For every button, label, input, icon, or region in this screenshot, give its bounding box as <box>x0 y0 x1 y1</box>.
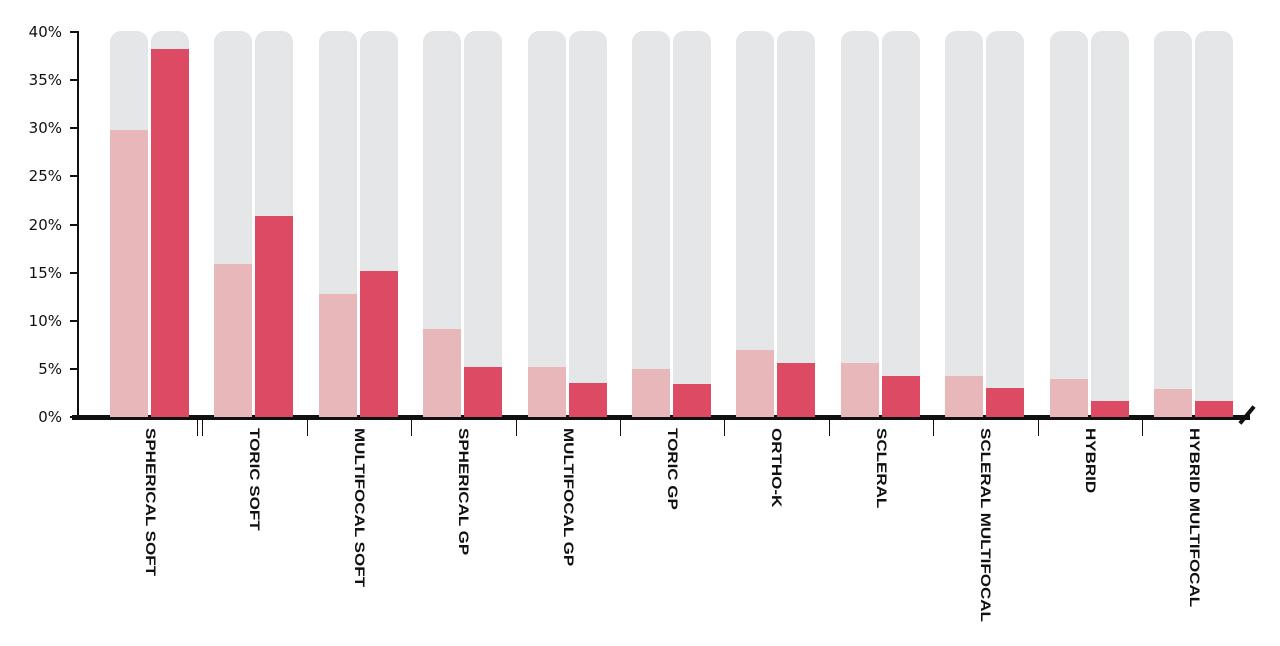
category-label: MULTIFOCAL SOFT <box>351 428 367 587</box>
y-tick-label: 5% <box>38 359 62 378</box>
bar-series-2 <box>359 270 398 417</box>
bar-series-1 <box>423 329 462 417</box>
bar-background <box>568 31 607 417</box>
y-tick-label: 0% <box>38 408 62 426</box>
category-separator <box>515 418 517 436</box>
bar-background <box>214 31 253 417</box>
bar-background <box>1154 31 1192 417</box>
bar-background <box>840 31 879 417</box>
bar-series-2 <box>464 366 503 417</box>
bar-background <box>1195 31 1233 417</box>
bar-series-2 <box>151 49 189 417</box>
category-label: TORIC GP <box>664 428 681 510</box>
y-tick-mark <box>70 223 79 226</box>
bar-series-2 <box>777 363 816 417</box>
category-label: SCLERAL MULTIFOCAL <box>977 428 994 622</box>
bar-series-1 <box>527 366 566 417</box>
bar-background <box>1090 31 1129 417</box>
y-tick-mark <box>70 271 79 274</box>
y-tick-label: 15% <box>28 263 62 282</box>
y-tick-mark <box>70 175 79 178</box>
bar-series-2 <box>986 388 1025 417</box>
category-separator <box>933 418 935 436</box>
y-tick-mark <box>70 416 79 418</box>
y-tick-label: 30% <box>28 119 62 138</box>
bar-series-2 <box>673 384 711 417</box>
bar-series-1 <box>214 263 253 417</box>
y-tick-mark <box>70 127 79 130</box>
category-label: MULTIFOCAL GP <box>560 428 576 567</box>
bar-background <box>110 31 148 417</box>
bar-series-1 <box>1049 378 1088 417</box>
category-label: HYBRID MULTIFOCAL <box>1186 428 1203 608</box>
y-tick-label: 25% <box>28 167 62 186</box>
bar-background <box>151 31 189 417</box>
category-label: SCLERAL <box>873 428 889 509</box>
bar-background <box>527 31 566 417</box>
bar-background <box>1049 31 1088 417</box>
bar-background <box>945 31 984 417</box>
category-separator <box>1037 418 1039 436</box>
bar-background <box>359 31 398 417</box>
bar-series-2 <box>568 383 607 417</box>
bar-background <box>777 31 816 417</box>
bar-background <box>736 31 775 417</box>
category-separator <box>306 418 308 436</box>
category-separator <box>828 418 830 436</box>
y-tick-label: 40% <box>28 23 62 41</box>
x-axis-line <box>72 415 1250 420</box>
bar-background <box>986 31 1025 417</box>
bar-background <box>255 31 294 417</box>
category-label: TORIC SOFT <box>247 428 263 531</box>
bar-series-1 <box>318 293 357 417</box>
bar-series-2 <box>255 215 294 417</box>
bar-series-2 <box>1195 400 1233 417</box>
y-tick-mark <box>70 79 79 82</box>
bar-background <box>423 31 462 417</box>
bar-series-1 <box>945 375 984 417</box>
y-tick-label: 10% <box>28 311 62 330</box>
category-label: HYBRID <box>1082 428 1098 494</box>
bar-background <box>673 31 711 417</box>
bar-series-1 <box>632 368 670 417</box>
category-separator <box>1142 418 1143 436</box>
category-label: SPHERICAL GP <box>455 428 472 556</box>
bar-background <box>318 31 357 417</box>
y-tick-mark <box>70 319 79 322</box>
y-tick-mark <box>70 31 79 33</box>
category-separator <box>197 418 198 436</box>
bar-series-1 <box>840 363 879 417</box>
category-separator <box>202 418 204 436</box>
category-separator <box>620 418 621 436</box>
bar-background <box>464 31 503 417</box>
bar-background <box>632 31 670 417</box>
bar-series-1 <box>1154 389 1192 417</box>
y-tick-mark <box>70 367 79 370</box>
bar-series-2 <box>1090 400 1129 417</box>
bar-series-1 <box>110 130 148 417</box>
y-tick-label: 35% <box>28 71 62 90</box>
bar-background <box>881 31 920 417</box>
category-label: SPHERICAL SOFT <box>142 428 159 576</box>
bar-series-1 <box>736 349 775 417</box>
bar-series-2 <box>881 375 920 417</box>
category-separator <box>411 418 413 436</box>
y-tick-label: 20% <box>28 215 62 234</box>
category-separator <box>724 418 726 436</box>
category-label: ORTHO-K <box>769 428 785 508</box>
